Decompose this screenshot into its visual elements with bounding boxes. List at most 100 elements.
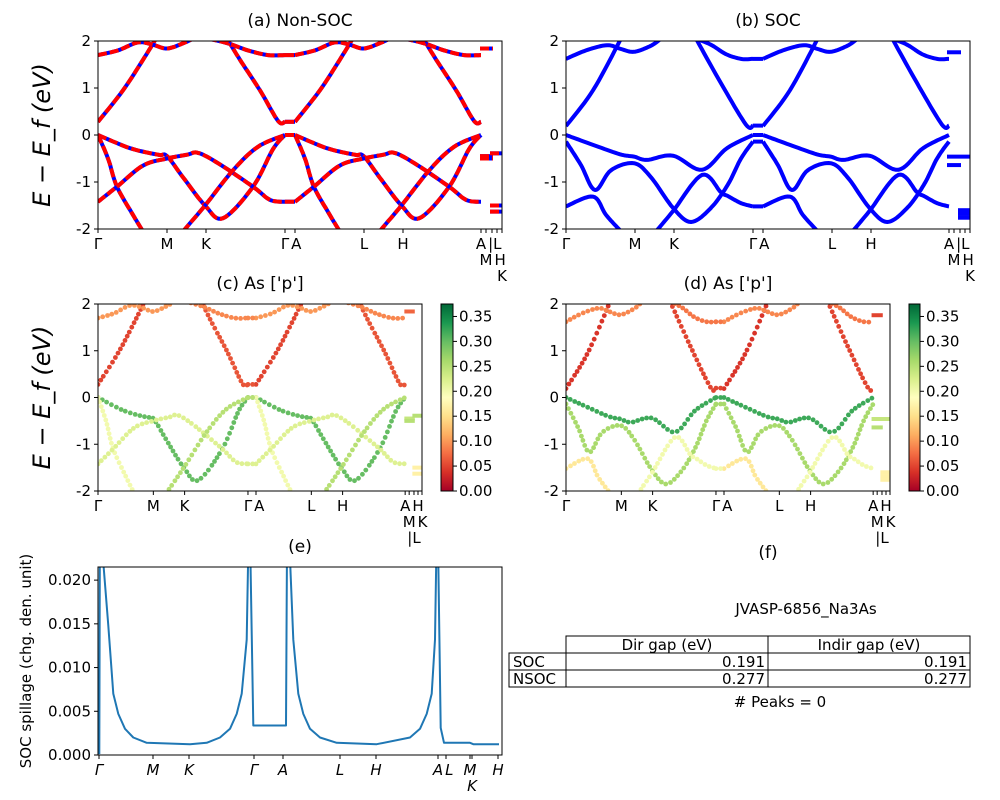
projection-dot (346, 304, 351, 306)
projection-dot (372, 455, 377, 460)
projection-dot (209, 437, 214, 443)
projection-dot (142, 414, 147, 420)
projection-dot (224, 347, 229, 353)
projection-dot (769, 311, 775, 317)
projection-dot (106, 431, 112, 437)
projection-dot (104, 399, 109, 405)
y-tick-label: 1 (81, 342, 91, 360)
projection-dot (183, 462, 189, 467)
projection-dot (165, 490, 167, 491)
projection-dot (234, 370, 240, 375)
projection-dot (281, 304, 286, 310)
projection-dot (121, 469, 127, 475)
projection-dot (272, 309, 277, 315)
projection-dot (228, 315, 234, 320)
band-line-dashed (98, 133, 287, 221)
projection-dot (359, 305, 365, 310)
projection-dot (755, 432, 761, 438)
x-tick-label: M (629, 235, 642, 253)
projection-dot (311, 417, 317, 423)
projection-dot (708, 398, 713, 403)
projection-dot (776, 423, 782, 429)
projection-dot (379, 343, 384, 349)
x-tick-label: M (464, 761, 477, 779)
axes-frame (97, 566, 503, 756)
projection-dot (827, 304, 829, 305)
projection-dot (101, 413, 107, 418)
projection-dot (98, 404, 104, 409)
projection-dot (109, 440, 114, 446)
projection-dot (718, 466, 723, 471)
projection-dot (216, 443, 222, 449)
projection-dot (840, 334, 846, 340)
projection-dot (829, 435, 835, 440)
projection-dot (718, 401, 723, 407)
projection-dot (245, 461, 251, 467)
band-line (761, 41, 819, 128)
projection-dot (316, 416, 321, 422)
projection-dot (178, 461, 184, 467)
projection-dot (98, 399, 102, 405)
projection-dot (657, 456, 663, 462)
projection-dot (605, 488, 611, 491)
projection-dot (217, 334, 223, 340)
projection-dot (325, 444, 331, 450)
projection-dot (285, 410, 291, 416)
projection-dot (626, 429, 632, 435)
band-line-dashed (98, 41, 157, 124)
projection-dot (859, 462, 865, 467)
projection-dot (713, 395, 719, 400)
projection-dot (695, 440, 700, 446)
projection-dot (346, 452, 352, 458)
projection-dot (385, 356, 391, 361)
colorbar-tick-label: 0.05 (459, 457, 492, 475)
projection-dot (338, 466, 344, 471)
projection-dot (603, 307, 609, 313)
projection-dot (672, 435, 677, 440)
projection-dot (353, 442, 358, 448)
projection-dot (312, 308, 318, 313)
projection-dot (378, 447, 384, 453)
projection-dot (270, 355, 276, 360)
projection-dot (621, 311, 626, 317)
projection-dot (668, 480, 673, 485)
projection-dot (637, 446, 643, 452)
projection-dot (100, 373, 106, 379)
projection-dot (282, 333, 288, 339)
projection-dot (381, 313, 387, 319)
projection-dot (219, 339, 225, 344)
projection-dot (795, 490, 797, 491)
projection-dot (730, 399, 735, 404)
projection-dot (585, 404, 591, 410)
projection-dot (110, 359, 115, 365)
projection-dot (304, 415, 310, 420)
projection-dot (708, 384, 713, 390)
projection-dot (736, 433, 742, 439)
projection-dot (692, 352, 697, 358)
projection-dot (569, 377, 574, 383)
projection-dot (397, 397, 403, 403)
band-line-dashed (293, 150, 481, 204)
projection-dot (207, 316, 213, 322)
projection-dot (175, 456, 181, 462)
projection-dot (621, 418, 627, 423)
projection-dot (608, 414, 613, 420)
band-line-dashed (378, 133, 482, 229)
x-tick-label: H (412, 497, 423, 515)
table-header-indir-gap: Indir gap (eV) (818, 636, 921, 654)
projection-dot (189, 421, 194, 426)
projection-dot (393, 409, 398, 414)
x-tick-label: L (336, 761, 344, 779)
y-tick-label: 0.015 (48, 615, 91, 633)
projection-dot (625, 419, 631, 425)
projection-dot (753, 436, 758, 442)
projection-dot (765, 414, 771, 420)
projection-dot (629, 433, 635, 439)
projection-dot (857, 318, 862, 323)
projection-dot (113, 310, 119, 315)
x-tick-label: H (370, 761, 381, 779)
y-tick-label: -2 (76, 482, 91, 500)
projection-dot (838, 329, 844, 334)
projection-dot (784, 429, 790, 435)
projection-dot (767, 424, 773, 429)
